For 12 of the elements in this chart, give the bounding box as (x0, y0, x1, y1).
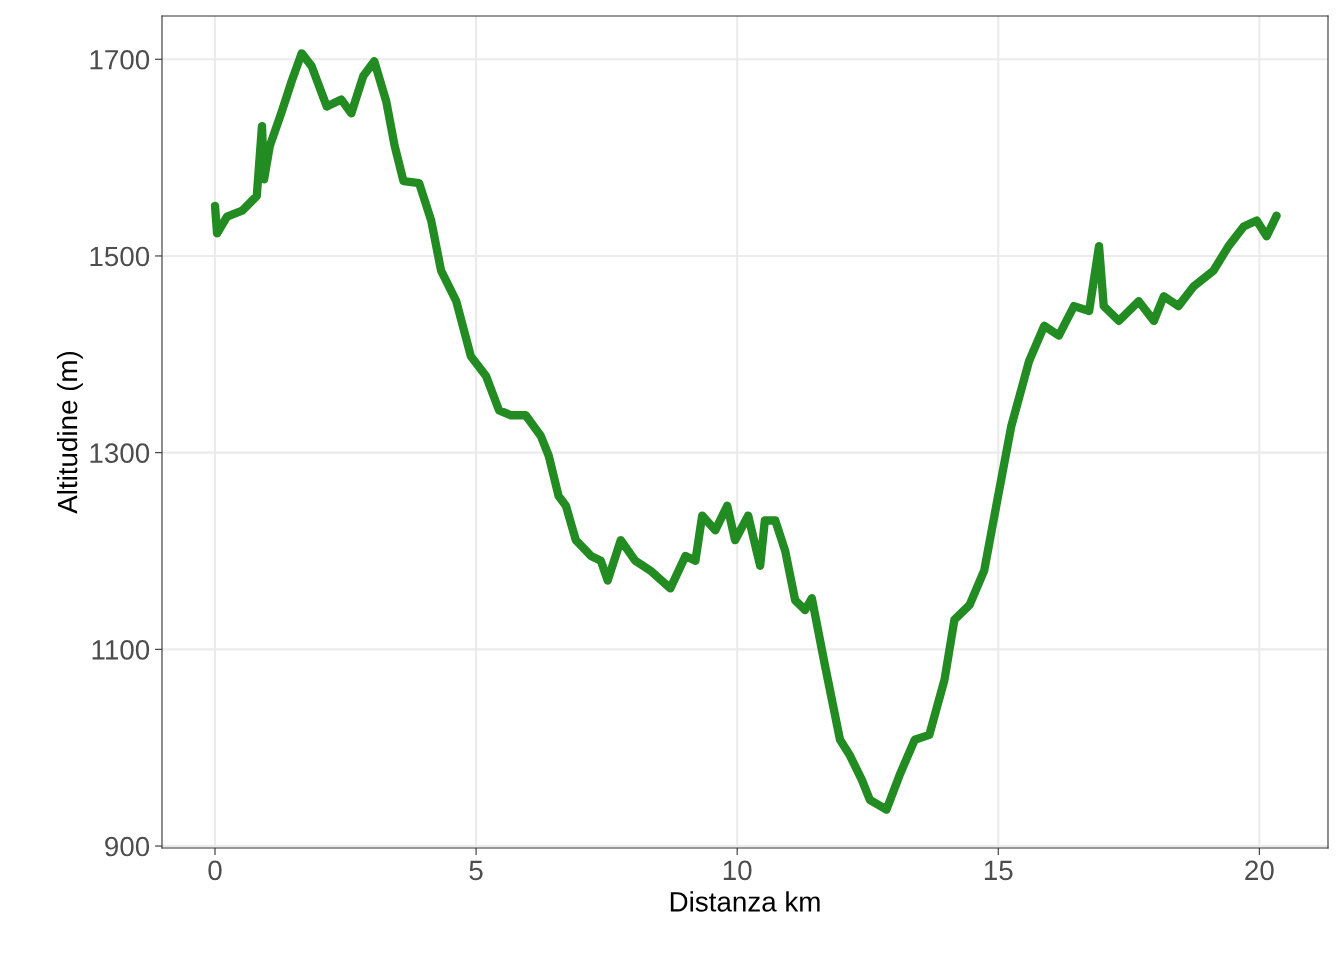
x-tick-label: 20 (1245, 860, 1274, 881)
x-tick-label: 0 (208, 860, 222, 881)
y-tick-label: 1300 (90, 443, 150, 463)
x-tick-label: 5 (469, 860, 483, 881)
y-tick-label: 1500 (90, 246, 150, 267)
y-tick-label: 1700 (90, 49, 150, 70)
y-axis-title: Altitudine (m) (56, 351, 83, 514)
x-tick-label: 15 (984, 860, 1013, 881)
x-tick-label: 10 (723, 860, 752, 881)
y-tick-label: 900 (105, 836, 150, 857)
y-tick-label: 1100 (92, 640, 150, 660)
x-axis-title: Distanza km (670, 891, 820, 912)
